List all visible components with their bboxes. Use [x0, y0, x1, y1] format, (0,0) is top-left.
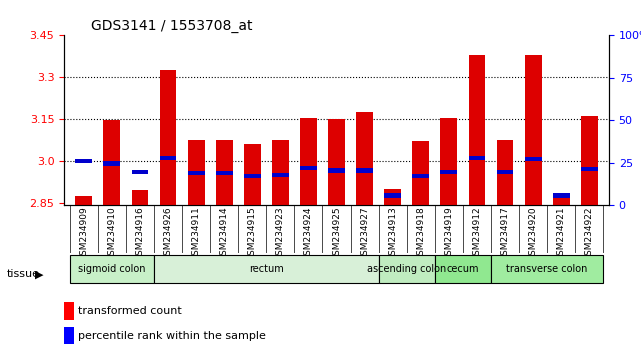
Text: ascending colon: ascending colon [367, 264, 446, 274]
FancyBboxPatch shape [379, 255, 435, 283]
Bar [216, 140, 233, 205]
Bar [328, 169, 345, 173]
Bar [497, 140, 513, 205]
Bar [76, 159, 92, 163]
Bar [581, 167, 597, 171]
Bar [131, 170, 148, 174]
Text: transverse colon: transverse colon [506, 264, 588, 274]
Bar [412, 141, 429, 205]
Bar [384, 194, 401, 198]
Text: transformed count: transformed count [78, 306, 181, 316]
Bar [356, 169, 373, 173]
Text: cecum: cecum [447, 264, 479, 274]
Text: sigmoid colon: sigmoid colon [78, 264, 146, 274]
Bar [328, 119, 345, 205]
Bar [440, 170, 457, 174]
Bar [244, 144, 261, 205]
Bar [76, 195, 92, 205]
Bar [188, 140, 204, 205]
Text: GDS3141 / 1553708_at: GDS3141 / 1553708_at [92, 19, 253, 33]
FancyBboxPatch shape [435, 255, 491, 283]
Bar [525, 157, 542, 161]
Bar [103, 120, 121, 205]
Bar [412, 174, 429, 178]
Bar [244, 174, 261, 178]
FancyBboxPatch shape [70, 255, 154, 283]
Bar [497, 170, 513, 174]
Bar [440, 118, 457, 205]
Text: ▶: ▶ [35, 269, 44, 279]
Bar [581, 116, 597, 205]
Text: tissue: tissue [6, 269, 39, 279]
Bar [300, 118, 317, 205]
Bar [160, 70, 176, 205]
Bar [272, 173, 289, 177]
FancyBboxPatch shape [154, 255, 379, 283]
Bar [131, 190, 148, 205]
Bar [64, 327, 74, 344]
Bar [188, 171, 204, 175]
Bar [216, 171, 233, 175]
Bar [553, 198, 570, 205]
Bar [356, 112, 373, 205]
Bar [300, 166, 317, 170]
Bar [272, 140, 289, 205]
Bar [469, 55, 485, 205]
Bar [553, 194, 570, 198]
Text: percentile rank within the sample: percentile rank within the sample [78, 331, 265, 341]
Bar [160, 156, 176, 160]
Bar [469, 156, 485, 160]
Bar [384, 189, 401, 205]
Bar [64, 302, 74, 320]
FancyBboxPatch shape [491, 255, 603, 283]
Bar [103, 161, 121, 166]
Bar [525, 55, 542, 205]
Text: rectum: rectum [249, 264, 284, 274]
